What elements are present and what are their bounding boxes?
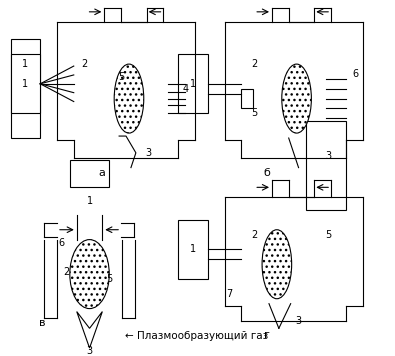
Text: 1: 1 xyxy=(23,79,28,89)
Text: б: б xyxy=(263,168,271,178)
Ellipse shape xyxy=(262,230,292,299)
Text: 6: 6 xyxy=(59,237,65,247)
Text: 5: 5 xyxy=(251,108,257,119)
Text: 1: 1 xyxy=(190,79,196,89)
Polygon shape xyxy=(77,312,102,348)
Ellipse shape xyxy=(282,64,311,133)
Text: 3: 3 xyxy=(146,148,152,158)
Text: 2: 2 xyxy=(64,267,70,277)
Text: 1: 1 xyxy=(23,59,28,69)
Text: 6: 6 xyxy=(353,69,359,79)
Bar xyxy=(11,54,40,113)
Bar xyxy=(178,54,208,113)
Text: 5: 5 xyxy=(325,230,331,240)
Bar xyxy=(11,89,40,138)
Text: 3: 3 xyxy=(325,151,331,161)
Text: 1: 1 xyxy=(87,196,92,206)
Text: 4: 4 xyxy=(182,84,188,94)
Text: 3: 3 xyxy=(295,316,302,326)
Text: 5: 5 xyxy=(118,72,124,82)
Text: 7: 7 xyxy=(226,289,233,299)
Bar xyxy=(70,160,109,187)
Text: в: в xyxy=(39,318,45,328)
Bar xyxy=(241,89,253,109)
Bar xyxy=(307,121,346,210)
Bar xyxy=(11,40,40,89)
Text: 2: 2 xyxy=(251,59,257,69)
Text: 1: 1 xyxy=(190,245,196,255)
Ellipse shape xyxy=(70,240,109,309)
Text: а: а xyxy=(98,168,105,178)
Text: г: г xyxy=(264,330,270,340)
Text: 2: 2 xyxy=(251,230,257,240)
Text: 5: 5 xyxy=(106,274,113,284)
Text: ← Плазмообразующий газ: ← Плазмообразующий газ xyxy=(125,331,269,341)
Text: 3: 3 xyxy=(87,346,92,356)
Ellipse shape xyxy=(114,64,144,133)
Bar xyxy=(178,220,208,279)
Text: 2: 2 xyxy=(81,59,88,69)
